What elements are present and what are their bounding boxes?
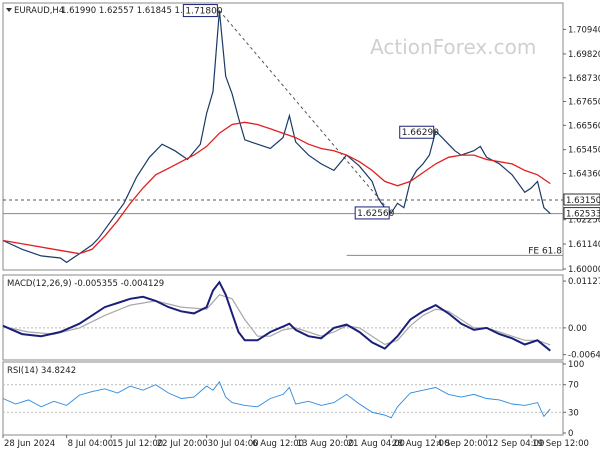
price-y-tick-label: 1.66560 <box>568 121 600 131</box>
price-y-tick-label: 1.61140 <box>568 240 600 250</box>
symbol-label: EURAUD,H4 <box>14 6 64 16</box>
collapse-triangle-icon[interactable] <box>6 8 12 12</box>
price-y-tick-label: 1.67650 <box>568 97 600 107</box>
rsi-y-tick-label: 0 <box>568 429 573 439</box>
x-tick-label: 6 Aug 12:00 <box>252 439 304 449</box>
rsi-line <box>2 381 551 419</box>
rsi-layer: 100 70 30 0 <box>2 360 584 439</box>
price-line <box>2 10 551 264</box>
price-tag-label: 1.63150 <box>566 196 600 206</box>
price-y-tick-label: 1.60000 <box>568 265 600 275</box>
x-tick-label: 28 Jun 2024 <box>4 439 55 449</box>
price-tag-label: 1.62533 <box>566 210 600 220</box>
macd-y-tick-label: 0.00 <box>568 324 587 334</box>
x-tick-label: 28 Aug 12:00 <box>392 439 449 449</box>
fe-label: FE 61.8 <box>528 246 562 256</box>
price-y-tick-label: 1.70940 <box>568 25 600 35</box>
annotation-label: 1.71800 <box>185 7 222 17</box>
x-tick-label: 13 Aug 20:00 <box>297 439 354 449</box>
annotation-box <box>182 4 218 18</box>
annotation-label: 1.62560 <box>357 209 394 219</box>
x-tick-label: 30 Jul 04:00 <box>208 439 259 449</box>
price-y-tick-label: 1.64360 <box>568 170 600 180</box>
annotation-box <box>354 206 390 220</box>
x-tick-label: 15 Jul 12:00 <box>112 439 163 449</box>
macd-title: MACD(12,26,9) -0.005355 -0.004129 <box>7 279 164 289</box>
annotation-label: 1.66290 <box>402 128 439 138</box>
x-tick-label: 21 Aug 04:00 <box>348 439 405 449</box>
price-y-tick-label: 1.65450 <box>568 146 600 156</box>
x-tick-label: 19 Sep 12:00 <box>532 439 589 449</box>
macd-panel-frame <box>2 274 564 361</box>
price-y-tick-label: 1.62250 <box>568 216 600 226</box>
macd-y-tick-label: -0.006453 <box>568 351 600 361</box>
x-tick-label: 8 Jul 04:00 <box>68 439 114 449</box>
ma-line <box>2 121 551 255</box>
macd-y-tick-label: 0.011275 <box>568 277 600 287</box>
x-tick-label: 22 Jul 20:00 <box>157 439 208 449</box>
macd-line <box>2 280 551 352</box>
watermark: ActionForex.com <box>370 35 536 59</box>
price-tag-box <box>563 193 600 206</box>
price-layer: 1.600001.611401.622501.632501.643601.654… <box>2 4 600 275</box>
price-y-tick-label: 1.68730 <box>568 74 600 84</box>
rsi-y-tick-label: 70 <box>568 381 579 391</box>
rsi-title: RSI(14) 34.8242 <box>7 366 76 376</box>
trendline <box>218 10 392 214</box>
x-tick-label: 12 Sep 04:00 <box>488 439 545 449</box>
rsi-y-tick-label: 30 <box>568 408 579 418</box>
price-y-tick-label: 1.69820 <box>568 50 600 60</box>
price-tag-box <box>563 207 600 220</box>
rsi-panel-frame <box>2 361 564 436</box>
ohlc-label: 1.61990 1.62557 1.61845 1.62533 <box>61 6 210 16</box>
annotation-box <box>399 125 435 139</box>
price-panel-frame <box>2 2 564 271</box>
x-tick-label: 4 Sep 20:00 <box>437 439 488 449</box>
rsi-y-tick-label: 100 <box>568 360 584 370</box>
macd-layer: 0.011275 0.00 -0.006453 <box>2 277 600 361</box>
